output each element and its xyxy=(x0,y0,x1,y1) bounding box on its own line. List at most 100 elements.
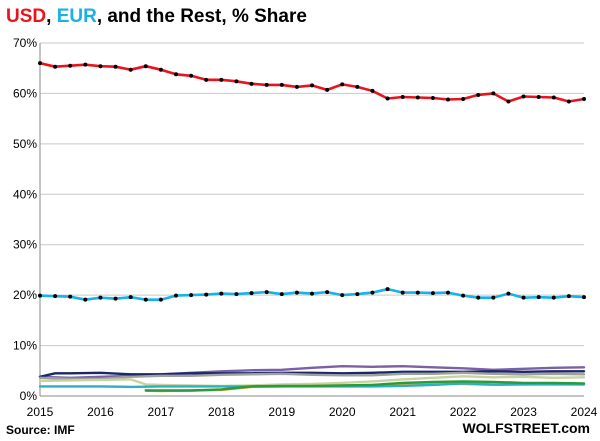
data-point xyxy=(400,290,405,295)
data-point xyxy=(355,84,360,89)
series-line xyxy=(144,380,586,392)
data-point xyxy=(521,94,526,99)
data-point xyxy=(128,295,133,300)
x-tick-label: 2018 xyxy=(208,405,235,419)
y-tick-label: 50% xyxy=(13,137,37,151)
data-point xyxy=(128,67,133,72)
data-point xyxy=(68,294,73,299)
data-point xyxy=(491,91,496,96)
data-point xyxy=(340,293,345,298)
data-point xyxy=(83,62,88,67)
data-point xyxy=(83,297,88,302)
data-point xyxy=(249,81,254,86)
data-point xyxy=(204,292,209,297)
data-point xyxy=(113,64,118,69)
data-point xyxy=(310,291,314,296)
data-point xyxy=(158,297,163,302)
series-line xyxy=(38,371,586,381)
data-point xyxy=(521,295,526,300)
data-point xyxy=(446,290,450,295)
data-point xyxy=(279,292,284,297)
data-point xyxy=(264,82,269,87)
x-tick-label: 2019 xyxy=(268,405,295,419)
data-point xyxy=(113,296,118,301)
data-point xyxy=(158,67,163,72)
y-tick-label: 20% xyxy=(13,288,37,302)
y-tick-label: 10% xyxy=(13,339,37,353)
data-point xyxy=(430,95,435,100)
brand-label: WOLFSTREET.com xyxy=(462,420,590,436)
data-point xyxy=(143,64,148,69)
data-point xyxy=(551,95,556,100)
y-tick-label: 40% xyxy=(13,187,37,201)
y-tick-label: 70% xyxy=(13,36,37,50)
data-point xyxy=(385,96,390,101)
title-usd: USD xyxy=(6,6,47,27)
data-point xyxy=(582,96,586,101)
data-point xyxy=(98,64,103,69)
data-point xyxy=(446,97,450,102)
data-point xyxy=(53,294,58,299)
data-point xyxy=(385,287,390,292)
x-tick-label: 2017 xyxy=(148,405,175,419)
x-tick-label: 2015 xyxy=(27,405,54,419)
data-point xyxy=(234,292,239,297)
data-point xyxy=(143,297,148,302)
x-tick-label: 2016 xyxy=(87,405,114,419)
series-line xyxy=(38,375,586,388)
x-tick-label: 2021 xyxy=(389,405,416,419)
data-point xyxy=(294,84,299,89)
data-point xyxy=(249,291,254,296)
title-eur: EUR xyxy=(56,6,97,27)
data-point xyxy=(415,95,420,100)
data-point xyxy=(340,82,345,87)
data-point xyxy=(234,79,239,84)
x-tick-label: 2022 xyxy=(450,405,477,419)
x-tick-label: 2024 xyxy=(571,405,598,419)
series-line xyxy=(38,370,586,378)
data-point xyxy=(491,295,496,300)
data-point xyxy=(264,290,269,295)
data-point xyxy=(219,291,224,296)
data-point xyxy=(174,293,178,298)
data-point xyxy=(476,295,481,300)
y-tick-label: 0% xyxy=(20,389,38,403)
source-note: Source: IMF xyxy=(6,423,75,437)
data-point xyxy=(461,96,466,101)
data-point xyxy=(506,99,511,104)
data-point xyxy=(219,77,224,82)
data-point xyxy=(38,293,42,298)
title-rest: , and the Rest, % Share xyxy=(96,6,307,27)
title-sep: , xyxy=(46,6,57,27)
data-point xyxy=(204,77,209,82)
data-point xyxy=(582,295,586,300)
data-point xyxy=(325,87,330,92)
data-point xyxy=(536,295,541,300)
series-line xyxy=(38,61,586,103)
data-point xyxy=(551,295,556,300)
data-point xyxy=(98,295,103,300)
data-point xyxy=(415,290,420,295)
data-point xyxy=(53,64,58,69)
data-point xyxy=(279,82,284,87)
data-point xyxy=(370,290,375,295)
y-tick-label: 30% xyxy=(13,238,37,252)
data-point xyxy=(294,290,299,295)
data-point xyxy=(430,291,435,296)
data-point xyxy=(310,83,314,88)
y-tick-label: 60% xyxy=(13,86,37,100)
data-point xyxy=(536,94,541,99)
data-point xyxy=(400,94,405,99)
data-point xyxy=(38,61,42,66)
x-tick-label: 2020 xyxy=(329,405,356,419)
data-point xyxy=(566,99,571,104)
data-point xyxy=(189,293,194,298)
x-tick-label: 2023 xyxy=(510,405,537,419)
data-point xyxy=(566,294,571,299)
data-point xyxy=(355,292,360,297)
data-point xyxy=(68,63,73,68)
data-point xyxy=(461,293,466,298)
data-point xyxy=(476,92,481,97)
chart-title: USD, EUR, and the Rest, % Share xyxy=(6,6,307,28)
